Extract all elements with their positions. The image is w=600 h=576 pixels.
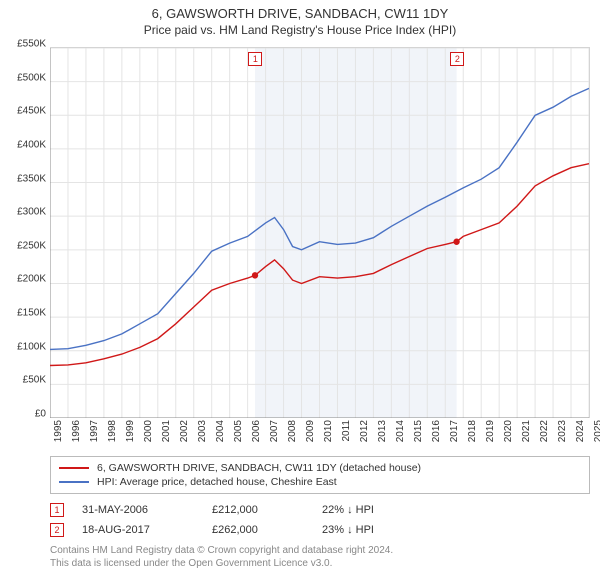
sale-marker-1: 1 <box>248 52 262 66</box>
y-tick-label: £300K <box>17 207 46 218</box>
x-tick-label: 2008 <box>287 420 298 442</box>
sales-price: £262,000 <box>212 524 322 536</box>
x-tick-label: 2003 <box>197 420 208 442</box>
x-tick-label: 2010 <box>323 420 334 442</box>
x-tick-label: 2025 <box>593 420 600 442</box>
price-chart-container: 6, GAWSWORTH DRIVE, SANDBACH, CW11 1DY P… <box>0 0 600 570</box>
sales-row: 1 31-MAY-2006£212,00022% ↓ HPI <box>50 500 590 520</box>
legend-label-property: 6, GAWSWORTH DRIVE, SANDBACH, CW11 1DY (… <box>97 462 421 474</box>
x-tick-label: 1999 <box>125 420 136 442</box>
x-tick-label: 1997 <box>89 420 100 442</box>
sales-date: 18-AUG-2017 <box>82 524 212 536</box>
sales-marker-box: 2 <box>50 523 64 537</box>
y-tick-label: £100K <box>17 341 46 352</box>
x-tick-label: 2004 <box>215 420 226 442</box>
x-tick-label: 2022 <box>539 420 550 442</box>
legend: 6, GAWSWORTH DRIVE, SANDBACH, CW11 1DY (… <box>50 456 590 494</box>
x-tick-label: 2013 <box>377 420 388 442</box>
y-tick-label: £250K <box>17 240 46 251</box>
y-tick-label: £0 <box>35 409 46 420</box>
x-tick-label: 2012 <box>359 420 370 442</box>
x-axis-labels: 1995 1996 1997 1998 1999 2000 2001 2002 2003 2004… <box>50 418 590 448</box>
chart-title-block: 6, GAWSWORTH DRIVE, SANDBACH, CW11 1DY P… <box>0 0 600 37</box>
legend-swatch-property <box>59 467 89 469</box>
sales-table: 1 31-MAY-2006£212,00022% ↓ HPI 2 18-AUG-201… <box>50 500 590 540</box>
y-tick-label: £200K <box>17 274 46 285</box>
sales-diff: 22% ↓ HPI <box>322 504 452 516</box>
x-tick-label: 2015 <box>413 420 424 442</box>
x-tick-label: 2002 <box>179 420 190 442</box>
x-tick-label: 2020 <box>503 420 514 442</box>
x-tick-label: 2011 <box>341 420 352 442</box>
x-tick-label: 2018 <box>467 420 478 442</box>
x-tick-label: 2009 <box>305 420 316 442</box>
sales-marker-box: 1 <box>50 503 64 517</box>
plot-svg <box>50 48 589 418</box>
attribution: Contains HM Land Registry data © Crown c… <box>50 544 590 570</box>
sale-marker-2: 2 <box>450 52 464 66</box>
x-tick-label: 2016 <box>431 420 442 442</box>
sales-price: £212,000 <box>212 504 322 516</box>
y-tick-label: £50K <box>23 375 46 386</box>
y-tick-label: £350K <box>17 173 46 184</box>
legend-label-hpi: HPI: Average price, detached house, Ches… <box>97 476 337 488</box>
x-tick-label: 2007 <box>269 420 280 442</box>
x-tick-label: 2023 <box>557 420 568 442</box>
legend-swatch-hpi <box>59 481 89 483</box>
sales-diff: 23% ↓ HPI <box>322 524 452 536</box>
x-tick-label: 2024 <box>575 420 586 442</box>
x-tick-label: 2021 <box>521 420 532 442</box>
x-tick-label: 1995 <box>53 420 64 442</box>
x-tick-label: 2000 <box>143 420 154 442</box>
y-axis-labels: £0£50K£100K£150K£200K£250K£300K£350K£400… <box>0 44 48 414</box>
y-tick-label: £150K <box>17 308 46 319</box>
plot-area: 12 <box>50 47 590 418</box>
y-tick-label: £400K <box>17 139 46 150</box>
legend-item-hpi: HPI: Average price, detached house, Ches… <box>59 475 581 489</box>
sales-date: 31-MAY-2006 <box>82 504 212 516</box>
attribution-line1: Contains HM Land Registry data © Crown c… <box>50 544 590 557</box>
x-tick-label: 2014 <box>395 420 406 442</box>
y-tick-label: £550K <box>17 39 46 50</box>
x-tick-label: 2005 <box>233 420 244 442</box>
x-tick-label: 2001 <box>161 420 172 442</box>
x-tick-label: 1996 <box>71 420 82 442</box>
legend-item-property: 6, GAWSWORTH DRIVE, SANDBACH, CW11 1DY (… <box>59 461 581 475</box>
y-tick-label: £450K <box>17 106 46 117</box>
x-tick-label: 2019 <box>485 420 496 442</box>
y-tick-label: £500K <box>17 72 46 83</box>
x-tick-label: 1998 <box>107 420 118 442</box>
chart-subtitle: Price paid vs. HM Land Registry's House … <box>0 23 600 37</box>
x-tick-label: 2017 <box>449 420 460 442</box>
chart-title: 6, GAWSWORTH DRIVE, SANDBACH, CW11 1DY <box>0 6 600 21</box>
sales-row: 2 18-AUG-2017£262,00023% ↓ HPI <box>50 520 590 540</box>
attribution-line2: This data is licensed under the Open Gov… <box>50 557 590 570</box>
x-tick-label: 2006 <box>251 420 262 442</box>
